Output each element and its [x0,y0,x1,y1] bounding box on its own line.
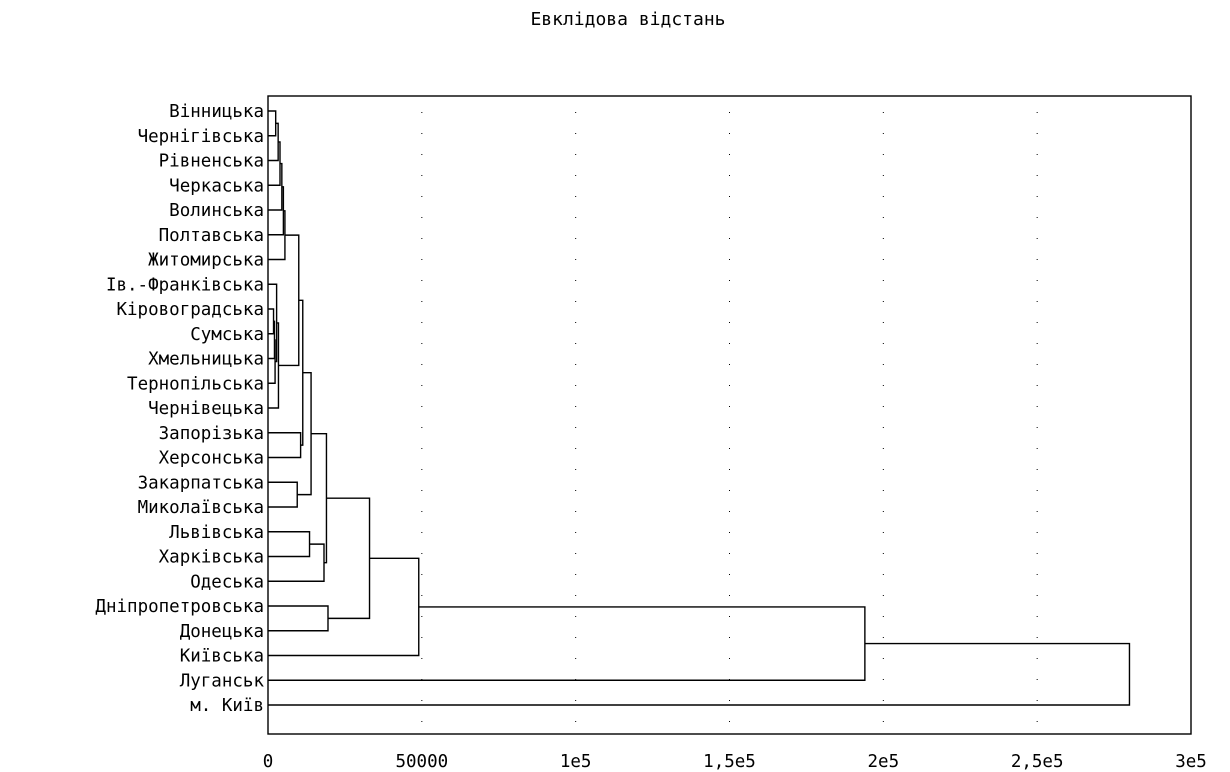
leaf-label: Житомирська [148,251,264,271]
leaf-label: Одеська [190,572,264,592]
cluster-link [268,186,285,236]
cluster-link [268,543,325,582]
leaf-label: Дніпропетровська [95,597,264,617]
cluster-link [268,557,420,657]
cluster-link [268,605,329,632]
leaf-label: Київська [180,647,264,667]
x-tick-label: 2e5 [868,752,900,772]
leaf-labels: Вінницька Чернігівська Рівненська Черкаська… [95,102,264,716]
cluster-link [298,299,304,446]
x-axis-tick-labels: 0 50000 1e5 1,5e5 2e5 2,5e5 3e5 [263,752,1207,772]
grid-lines [421,112,1038,734]
leaf-label: м. Київ [190,696,264,716]
leaf-label: Закарпатська [138,473,264,493]
cluster-link [268,481,298,508]
cluster-link [268,110,277,137]
cluster-link [311,432,328,564]
cluster-link [326,497,371,620]
plot-frame [267,95,1192,735]
leaf-label: Миколаївська [138,498,264,518]
leaf-label: Херсонська [159,449,264,469]
x-tick-label: 50000 [395,752,448,772]
leaf-label: Сумська [190,325,264,345]
cluster-link [268,531,311,558]
leaf-label: Полтавська [159,226,264,246]
leaf-label: Кіровоградська [116,300,264,320]
x-tick-label: 1,5e5 [703,752,756,772]
x-tick-label: 1e5 [560,752,592,772]
cluster-link [268,432,302,459]
chart-title: Евклідова відстань [530,9,725,30]
leaf-label: Ів.-Франківська [106,275,264,295]
leaf-label: Тернопільська [127,374,264,394]
leaf-label: Вінницька [169,102,264,122]
x-tick-label: 2,5e5 [1011,752,1064,772]
leaf-label: Чернігівська [138,127,264,147]
leaf-label: Донецька [180,622,264,642]
x-tick-label: 3e5 [1175,752,1207,772]
leaf-label: Львівська [169,523,264,543]
leaf-label: Запорізька [159,424,264,444]
cluster-link [297,372,312,496]
x-tick-label: 0 [263,752,274,772]
cluster-link [268,642,1131,706]
cluster-link [268,606,866,681]
leaf-label: Волинська [169,201,264,221]
dendrogram-links [268,110,1131,706]
cluster-link [268,308,275,335]
leaf-label: Рівненська [159,152,264,172]
cluster-link [278,234,300,367]
leaf-label: Черкаська [169,176,264,196]
cluster-link [268,122,279,162]
leaf-label: Чернівецька [148,399,264,419]
leaf-label: Харківська [159,548,264,568]
cluster-link [268,339,276,384]
leaf-label: Луганськ [180,671,265,691]
leaf-label: Хмельницька [148,350,264,370]
